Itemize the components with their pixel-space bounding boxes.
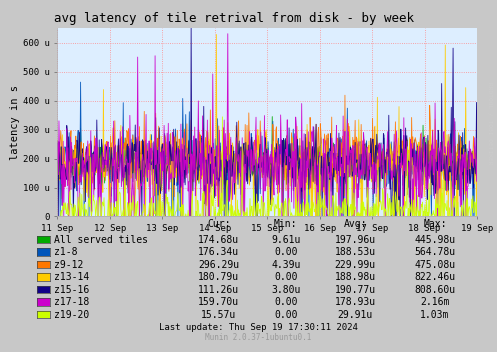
Text: 15.57u: 15.57u (201, 309, 236, 320)
Text: 808.60u: 808.60u (414, 284, 455, 295)
Text: z13-14: z13-14 (54, 272, 89, 282)
Text: 445.98u: 445.98u (414, 234, 455, 245)
Text: avg latency of tile retrival from disk - by week: avg latency of tile retrival from disk -… (54, 12, 414, 25)
Text: 176.34u: 176.34u (198, 247, 239, 257)
Text: 0.00: 0.00 (274, 297, 298, 307)
Text: 0.00: 0.00 (274, 272, 298, 282)
Text: 0.00: 0.00 (274, 309, 298, 320)
Text: 111.26u: 111.26u (198, 284, 239, 295)
Text: 564.78u: 564.78u (414, 247, 455, 257)
Text: 29.91u: 29.91u (338, 309, 373, 320)
Text: 4.39u: 4.39u (271, 259, 301, 270)
Text: Max:: Max: (423, 219, 447, 229)
Text: 178.93u: 178.93u (335, 297, 376, 307)
Text: All served tiles: All served tiles (54, 234, 148, 245)
Text: z9-12: z9-12 (54, 259, 83, 270)
Text: 0.00: 0.00 (274, 247, 298, 257)
Y-axis label: latency in s: latency in s (10, 85, 20, 160)
Text: 475.08u: 475.08u (414, 259, 455, 270)
Text: Cur:: Cur: (207, 219, 231, 229)
Text: 822.46u: 822.46u (414, 272, 455, 282)
Text: 229.99u: 229.99u (335, 259, 376, 270)
Text: 188.98u: 188.98u (335, 272, 376, 282)
Text: 197.96u: 197.96u (335, 234, 376, 245)
Text: 180.79u: 180.79u (198, 272, 239, 282)
Text: 159.70u: 159.70u (198, 297, 239, 307)
Text: Munin 2.0.37-1ubuntu0.1: Munin 2.0.37-1ubuntu0.1 (205, 333, 312, 342)
Text: z1-8: z1-8 (54, 247, 77, 257)
Text: Avg:: Avg: (343, 219, 367, 229)
Text: z19-20: z19-20 (54, 309, 89, 320)
Text: Min:: Min: (274, 219, 298, 229)
Text: 1.03m: 1.03m (420, 309, 450, 320)
Text: 3.80u: 3.80u (271, 284, 301, 295)
Text: 188.53u: 188.53u (335, 247, 376, 257)
Text: 9.61u: 9.61u (271, 234, 301, 245)
Text: 2.16m: 2.16m (420, 297, 450, 307)
Text: z17-18: z17-18 (54, 297, 89, 307)
Text: 174.68u: 174.68u (198, 234, 239, 245)
Text: z15-16: z15-16 (54, 284, 89, 295)
Text: Last update: Thu Sep 19 17:30:11 2024: Last update: Thu Sep 19 17:30:11 2024 (159, 322, 358, 332)
Text: 190.77u: 190.77u (335, 284, 376, 295)
Text: 296.29u: 296.29u (198, 259, 239, 270)
Text: RRDTOOL / TOBI OETIKER: RRDTOOL / TOBI OETIKER (487, 82, 492, 164)
